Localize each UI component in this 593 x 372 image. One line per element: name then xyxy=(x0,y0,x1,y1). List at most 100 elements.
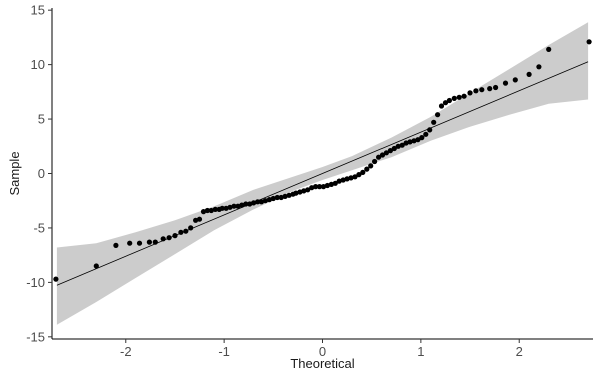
data-point xyxy=(196,216,203,222)
y-tick-label: -15 xyxy=(26,329,45,344)
data-point xyxy=(403,140,409,146)
points-group xyxy=(53,39,592,282)
data-point xyxy=(255,199,261,205)
data-point xyxy=(324,182,330,189)
x-tick-label: 1 xyxy=(417,344,424,359)
data-point xyxy=(235,203,241,209)
data-point xyxy=(208,207,214,214)
data-point xyxy=(204,207,210,214)
data-point xyxy=(423,131,429,137)
data-point xyxy=(493,84,499,91)
x-tick-label: 0 xyxy=(319,344,326,359)
y-tick-label: -10 xyxy=(26,275,45,290)
data-point xyxy=(340,177,346,183)
data-point xyxy=(193,217,199,223)
data-point xyxy=(313,184,319,190)
data-point xyxy=(172,233,178,239)
data-point xyxy=(219,205,225,211)
data-point xyxy=(316,184,323,190)
data-point xyxy=(467,90,473,96)
data-point xyxy=(262,198,268,204)
x-axis-title: Theoretical xyxy=(290,356,354,371)
data-point xyxy=(479,87,485,93)
x-tick-label: -2 xyxy=(120,344,132,359)
data-point xyxy=(368,163,374,169)
data-point xyxy=(451,95,457,101)
data-point xyxy=(127,240,133,246)
data-point xyxy=(379,152,386,158)
data-point xyxy=(301,188,307,194)
y-tick-label: 10 xyxy=(31,57,45,72)
data-point xyxy=(282,193,288,199)
x-axis-ticks: -2 -1 0 1 2 xyxy=(120,339,523,359)
data-point xyxy=(274,194,280,201)
y-tick-label: -5 xyxy=(33,220,45,235)
data-point xyxy=(336,178,342,184)
data-point xyxy=(546,46,552,53)
data-point xyxy=(53,276,59,282)
data-point xyxy=(247,201,253,207)
y-tick-label: 15 xyxy=(31,3,45,18)
data-point xyxy=(309,185,315,191)
x-tick-label: 2 xyxy=(516,344,523,359)
data-point xyxy=(297,189,303,195)
data-point xyxy=(442,100,449,106)
data-point xyxy=(352,174,358,180)
data-point xyxy=(223,205,229,211)
data-point xyxy=(278,194,284,201)
data-point xyxy=(383,150,389,156)
data-point xyxy=(360,169,366,175)
data-point xyxy=(136,240,143,246)
data-point xyxy=(399,142,405,148)
data-point xyxy=(286,192,292,198)
data-point xyxy=(344,176,350,182)
data-point xyxy=(332,180,338,186)
x-tick-label: -1 xyxy=(218,344,230,359)
data-point xyxy=(146,239,152,245)
reference-line xyxy=(56,61,589,286)
data-point xyxy=(364,166,370,172)
data-point xyxy=(512,77,518,83)
data-point xyxy=(243,201,249,207)
data-point xyxy=(166,235,172,241)
data-point xyxy=(473,88,479,94)
data-point xyxy=(266,197,272,203)
data-point xyxy=(188,225,194,231)
data-point xyxy=(93,263,99,269)
data-point xyxy=(356,172,362,178)
data-point xyxy=(376,154,382,160)
data-point xyxy=(348,175,354,181)
data-point xyxy=(391,145,397,152)
data-point xyxy=(536,64,542,70)
data-point xyxy=(502,80,509,86)
data-point xyxy=(419,135,425,141)
data-point xyxy=(586,39,592,45)
data-point xyxy=(320,184,327,190)
data-point xyxy=(212,206,218,212)
data-point xyxy=(251,200,257,206)
data-point xyxy=(407,139,413,145)
data-point xyxy=(258,199,265,205)
data-point xyxy=(461,93,467,99)
data-point xyxy=(160,236,166,242)
data-point xyxy=(372,158,378,165)
data-point xyxy=(427,127,433,133)
data-point xyxy=(183,228,189,234)
data-point xyxy=(438,103,445,109)
data-point xyxy=(293,190,299,196)
data-point xyxy=(435,112,441,118)
data-point xyxy=(270,195,276,202)
data-point xyxy=(231,203,237,209)
data-point xyxy=(387,148,393,154)
data-point xyxy=(113,242,119,248)
data-point xyxy=(178,229,184,235)
data-point xyxy=(395,143,401,149)
data-point xyxy=(305,187,311,193)
data-point xyxy=(431,119,437,125)
data-point xyxy=(526,71,532,77)
data-point xyxy=(411,138,417,144)
data-point xyxy=(200,209,207,215)
y-tick-label: 0 xyxy=(38,166,45,181)
